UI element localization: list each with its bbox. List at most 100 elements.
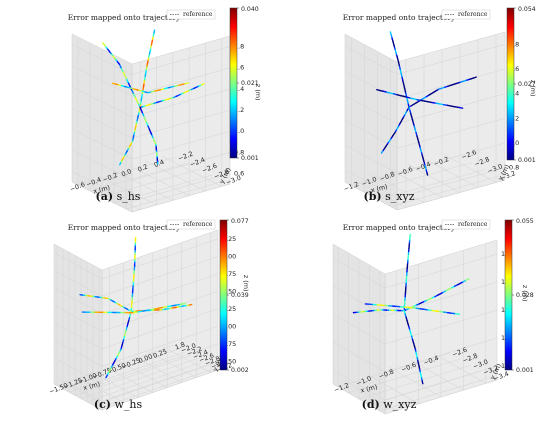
colorbar-max-label: 0.040: [241, 6, 259, 13]
grid-line-z: [53, 255, 219, 297]
grid-line-z: [332, 337, 498, 373]
grid-line-x: [80, 61, 141, 211]
z-tick-label: 1.0: [234, 127, 244, 135]
grid-line-x: [119, 247, 168, 389]
grid-line-x: [90, 257, 139, 399]
z-tick-label: 1.2: [234, 106, 244, 114]
z-tick-label: 0.6: [234, 169, 244, 177]
error-trajectory-segment: [167, 305, 173, 308]
z-tick-label: 0.75: [222, 340, 236, 348]
z-axis-label: z (m): [254, 84, 262, 101]
z-axis-label: z (m): [521, 285, 529, 302]
grid-line-x: [104, 252, 154, 394]
error-trajectory-segment: [465, 278, 470, 282]
panel-d-plot: −1.2−1.0−0.8−0.6−0.4−2.6−2.8−3.0−3.2−3.4…: [332, 218, 534, 415]
colorbar-mid-label: 0.028: [516, 292, 534, 299]
grid-line-y: [379, 271, 492, 412]
grid-line-y: [89, 43, 189, 192]
back-pane: [101, 229, 219, 411]
panel-d-caption-text: w_xyz: [383, 398, 417, 411]
grid-line-x: [425, 39, 479, 189]
grid-line-x: [148, 237, 197, 379]
colorbar-max-label: 0.077: [231, 218, 249, 225]
grid-line-y: [80, 258, 198, 400]
grid-line-z: [344, 93, 506, 124]
grid-line-y: [348, 253, 461, 394]
grid-line-y: [113, 55, 213, 204]
panel-c-caption: (c) w_hs: [18, 398, 218, 411]
grid-line-z: [332, 281, 498, 317]
grid-line-x: [388, 257, 442, 398]
z-tick-label: 1.25: [222, 305, 236, 313]
legend-label: reference: [458, 11, 488, 18]
grid-line-z: [53, 325, 219, 367]
grid-line-z: [71, 128, 231, 160]
grid-line-z: [53, 238, 219, 280]
panel-a-caption: (a) s_hs: [18, 190, 218, 203]
plot-title: Error mapped onto trajectory: [68, 13, 181, 22]
panel-b: −1.2 −1.0 −0.8 −0.6 −0.4 −0.2 −2.6 −2.8 −3.0 −3.2…: [275, 0, 550, 212]
grid-line-y: [62, 248, 180, 390]
error-trajectory-segment: [141, 309, 148, 312]
colorbar: [219, 219, 228, 371]
z-tick-label: 0.50: [222, 357, 236, 365]
legend-box: [441, 219, 491, 230]
x-axis-label: x (m): [370, 183, 388, 195]
z-tick-label: 2.25: [222, 235, 236, 243]
error-trajectory-segment: [149, 308, 156, 311]
grid-line-y: [337, 247, 451, 388]
grid-line-y: [101, 49, 201, 198]
colorbar-mid-label: 0.021: [241, 80, 259, 87]
panel-c-caption-text: w_hs: [114, 398, 143, 411]
error-trajectory-segment: [458, 106, 464, 109]
grid-line-z: [71, 86, 231, 118]
error-trajectory-segment: [380, 150, 384, 154]
grid-line-y: [377, 51, 486, 200]
x-axis-label: x (m): [92, 184, 110, 196]
colorbar: [506, 7, 515, 161]
grid-line-x: [61, 267, 110, 409]
error-trajectory-segment: [162, 305, 169, 309]
plot-title: Error mapped onto trajectory: [68, 223, 181, 232]
grid-line-x: [96, 57, 157, 206]
error-trajectory-segment: [105, 374, 108, 379]
error-trajectory-segment: [421, 380, 424, 385]
error-trajectory-segment: [184, 82, 190, 85]
grid-line-z: [71, 65, 231, 97]
panel-d-caption-label: (d): [361, 398, 380, 411]
error-trajectory-segment: [153, 29, 156, 34]
x-tick-label: 0.4: [153, 158, 165, 169]
grid-line-z: [53, 273, 219, 315]
z-tick-label: 1.4: [234, 85, 244, 93]
colorbar-mid-label: 0.039: [231, 292, 249, 299]
grid-line-x: [353, 59, 407, 209]
grid-line-x: [389, 49, 443, 199]
error-trajectory-segment: [118, 162, 122, 166]
plot-title: Error mapped onto trajectory: [343, 13, 456, 22]
error-trajectory-segment: [454, 313, 461, 316]
error-trajectory-segment: [175, 303, 182, 306]
grid-line-y: [390, 58, 499, 207]
colorbar-min-label: 0.001: [516, 367, 534, 374]
panel-a-caption-label: (a): [95, 190, 114, 203]
legend-label: reference: [183, 221, 213, 228]
colorbar-max-label: 0.054: [518, 6, 536, 13]
grid-line-z: [344, 167, 506, 198]
panel-a-plot: −0.6−0.4−0.2 0.0 0.2 0.4−2.2−2.4−2.6−2.8−3.…: [68, 6, 262, 212]
grid-line-x: [443, 34, 497, 184]
grid-line-z: [332, 309, 498, 345]
z-tick-label: 0.8: [509, 164, 519, 172]
grid-line-x: [133, 242, 183, 384]
grid-line-z: [53, 343, 219, 385]
legend-box: [166, 9, 216, 20]
error-trajectory-segment: [389, 31, 392, 36]
grid-line-x: [371, 54, 425, 204]
z-tick-label: 1.8: [234, 43, 244, 51]
grid-line-y: [56, 245, 174, 387]
error-trajectory-segment: [171, 304, 177, 307]
z-tick-label: 1.6: [234, 64, 244, 72]
error-trajectory-segment: [145, 308, 152, 312]
panel-c: −1.50 −1.25 −1.00 −0.75 −0.50 −0.25 0.00 0.25 1.…: [0, 212, 275, 424]
z-tick-label: 1.50: [222, 287, 236, 295]
panel-a-caption-text: s_hs: [116, 190, 141, 203]
